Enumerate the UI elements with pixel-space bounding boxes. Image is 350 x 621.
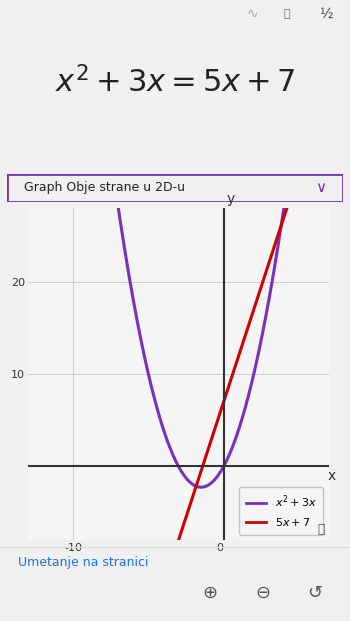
Text: x: x	[328, 469, 336, 483]
Text: ½: ½	[319, 7, 332, 21]
Text: ⊖: ⊖	[255, 584, 270, 602]
Text: 🔊: 🔊	[284, 9, 290, 19]
Text: $x^2 + 3x = 5x + 7$: $x^2 + 3x = 5x + 7$	[55, 67, 295, 100]
Text: ⓘ: ⓘ	[317, 523, 324, 536]
Text: ↺: ↺	[307, 584, 323, 602]
Text: y: y	[227, 193, 235, 206]
Text: ∨: ∨	[315, 180, 326, 196]
Legend: $x^2 + 3x$, $5x + 7$: $x^2 + 3x$, $5x + 7$	[239, 487, 323, 535]
Text: Umetanje na stranici: Umetanje na stranici	[18, 556, 148, 569]
Text: ⊕: ⊕	[202, 584, 218, 602]
Text: Graph Obje strane u 2D-u: Graph Obje strane u 2D-u	[24, 181, 185, 194]
Text: ∿: ∿	[246, 7, 258, 21]
